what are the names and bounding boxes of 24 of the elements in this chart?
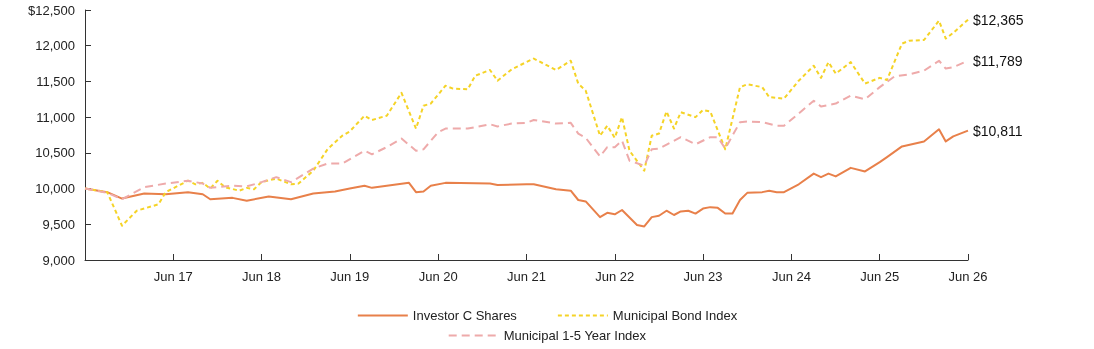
legend-label: Municipal 1-5 Year Index [503, 328, 647, 343]
legend-label: Municipal Bond Index [612, 308, 738, 323]
y-tick-label: 9,500 [42, 216, 75, 232]
y-tick-label: 10,500 [35, 145, 75, 161]
x-tick-label: Jun 26 [948, 269, 988, 284]
x-tick-label: Jun 21 [506, 269, 547, 284]
x-tick-label: Jun 18 [241, 269, 282, 284]
x-tick-label: Jun 20 [418, 269, 458, 284]
annotation: $11,789 [973, 52, 1023, 69]
x-tick-label: Jun 22 [595, 269, 635, 284]
y-tick-label: 9,000 [42, 252, 75, 268]
x-tick-label: Jun 19 [330, 269, 370, 284]
legend-label: Investor C Shares [412, 308, 518, 323]
x-tick-label: Jun 24 [771, 269, 812, 284]
y-tick-label: $12,500 [28, 2, 75, 18]
y-tick-label: 10,000 [35, 181, 75, 197]
y-tick-label: 11,000 [36, 109, 75, 125]
x-tick-label: Jun 25 [860, 269, 900, 284]
annotation: $10,811 [973, 122, 1023, 139]
x-tick-label: Jun 17 [153, 269, 193, 284]
annotation: $12,365 [973, 11, 1024, 28]
y-tick-label: 12,000 [35, 38, 75, 54]
y-tick-label: 11,500 [36, 73, 75, 89]
x-tick-label: Jun 23 [683, 269, 723, 284]
